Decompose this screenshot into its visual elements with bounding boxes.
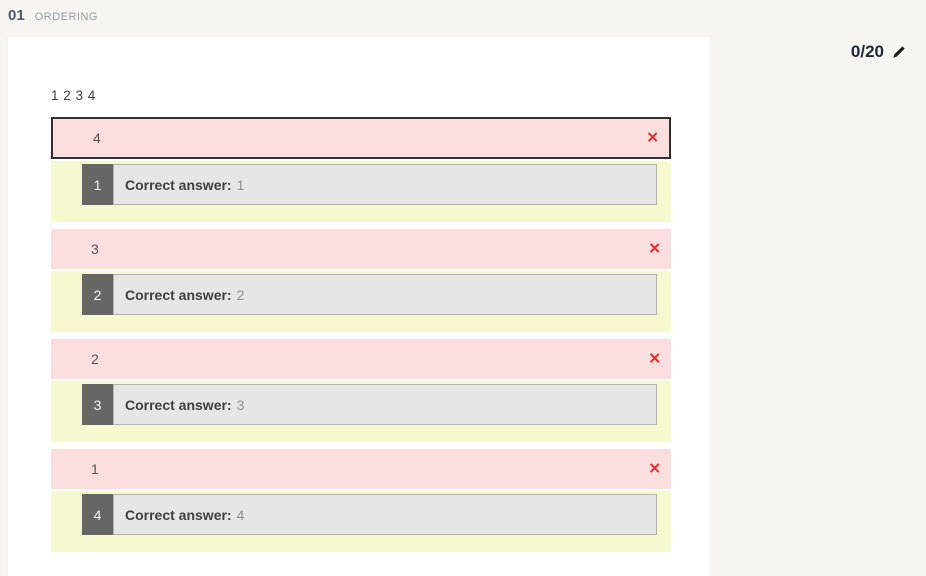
given-answer: 3: [91, 241, 99, 257]
question-card: 1 2 3 4 4 ✕ 1 Correct answer: 1 3 ✕ 2: [8, 37, 710, 576]
correct-answer-strip: 2 Correct answer: 2: [51, 271, 671, 332]
rank-badge: 3: [82, 384, 113, 425]
given-answer: 4: [93, 130, 101, 146]
edit-score-pencil-icon[interactable]: [892, 45, 906, 59]
question-title: 1 2 3 4: [51, 88, 96, 103]
correct-answer-box: Correct answer: 4: [113, 494, 657, 535]
correct-answer-value: 3: [236, 396, 245, 413]
incorrect-cross-icon: ✕: [648, 460, 661, 478]
rank-badge: 4: [82, 494, 113, 535]
incorrect-cross-icon: ✕: [646, 129, 659, 147]
rank-badge: 2: [82, 274, 113, 315]
score-area: 0/20: [851, 42, 906, 62]
ordering-item-row[interactable]: 4 ✕: [51, 117, 671, 159]
ordering-item-row[interactable]: 2 ✕: [51, 339, 671, 379]
ordering-item-row[interactable]: 3 ✕: [51, 229, 671, 269]
question-number: 01: [8, 7, 25, 24]
correct-answer-strip: 4 Correct answer: 4: [51, 491, 671, 552]
given-answer: 1: [91, 461, 99, 477]
ordering-group: 3 ✕ 2 Correct answer: 2: [51, 229, 671, 332]
ordering-group: 1 ✕ 4 Correct answer: 4: [51, 449, 671, 552]
correct-answer-label: Correct answer:: [125, 176, 232, 193]
incorrect-cross-icon: ✕: [648, 240, 661, 258]
correct-answer-label: Correct answer:: [125, 506, 232, 523]
correct-answer-strip: 1 Correct answer: 1: [51, 161, 671, 222]
ordering-group: 4 ✕ 1 Correct answer: 1: [51, 117, 671, 222]
ordering-group: 2 ✕ 3 Correct answer: 3: [51, 339, 671, 442]
rank-badge: 1: [82, 164, 113, 205]
correct-answer-value: 4: [236, 506, 245, 523]
correct-answer-label: Correct answer:: [125, 396, 232, 413]
correct-answer-strip: 3 Correct answer: 3: [51, 381, 671, 442]
ordering-item-row[interactable]: 1 ✕: [51, 449, 671, 489]
correct-answer-box: Correct answer: 3: [113, 384, 657, 425]
correct-answer-box: Correct answer: 2: [113, 274, 657, 315]
correct-answer-box: Correct answer: 1: [113, 164, 657, 205]
correct-answer-value: 2: [236, 286, 245, 303]
score-value: 0/20: [850, 42, 884, 61]
question-header: 01 ORDERING: [8, 7, 98, 24]
given-answer: 2: [91, 351, 99, 367]
question-type-label: ORDERING: [34, 11, 98, 23]
correct-answer-value: 1: [236, 176, 245, 193]
incorrect-cross-icon: ✕: [648, 350, 661, 368]
correct-answer-label: Correct answer:: [125, 286, 232, 303]
